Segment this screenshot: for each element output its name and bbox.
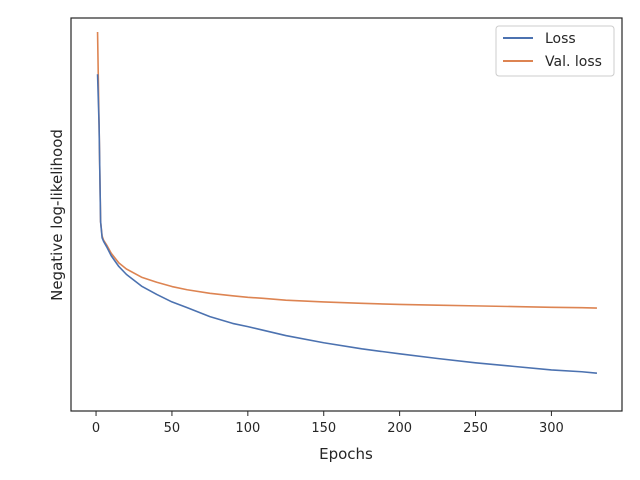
- x-tick-label: 200: [387, 421, 412, 436]
- y-axis-label: Negative log-likelihood: [48, 129, 66, 301]
- x-axis-label: Epochs: [319, 445, 373, 463]
- series-layer: [96, 31, 598, 374]
- x-tick-label: 150: [311, 421, 336, 436]
- series-line-loss: [96, 74, 598, 374]
- x-tick-label: 50: [164, 421, 181, 436]
- legend-label-val-loss: Val. loss: [545, 54, 602, 70]
- x-tick-label: 250: [463, 421, 488, 436]
- plot-frame: [70, 17, 623, 412]
- x-tick-label: 100: [235, 421, 260, 436]
- x-axis-ticks: 0 50 100 150 200 250 300: [92, 411, 564, 436]
- x-tick-label: 0: [92, 421, 100, 436]
- legend-label-loss: Loss: [545, 31, 576, 47]
- legend: Loss Val. loss: [495, 25, 615, 77]
- x-tick-label: 300: [539, 421, 564, 436]
